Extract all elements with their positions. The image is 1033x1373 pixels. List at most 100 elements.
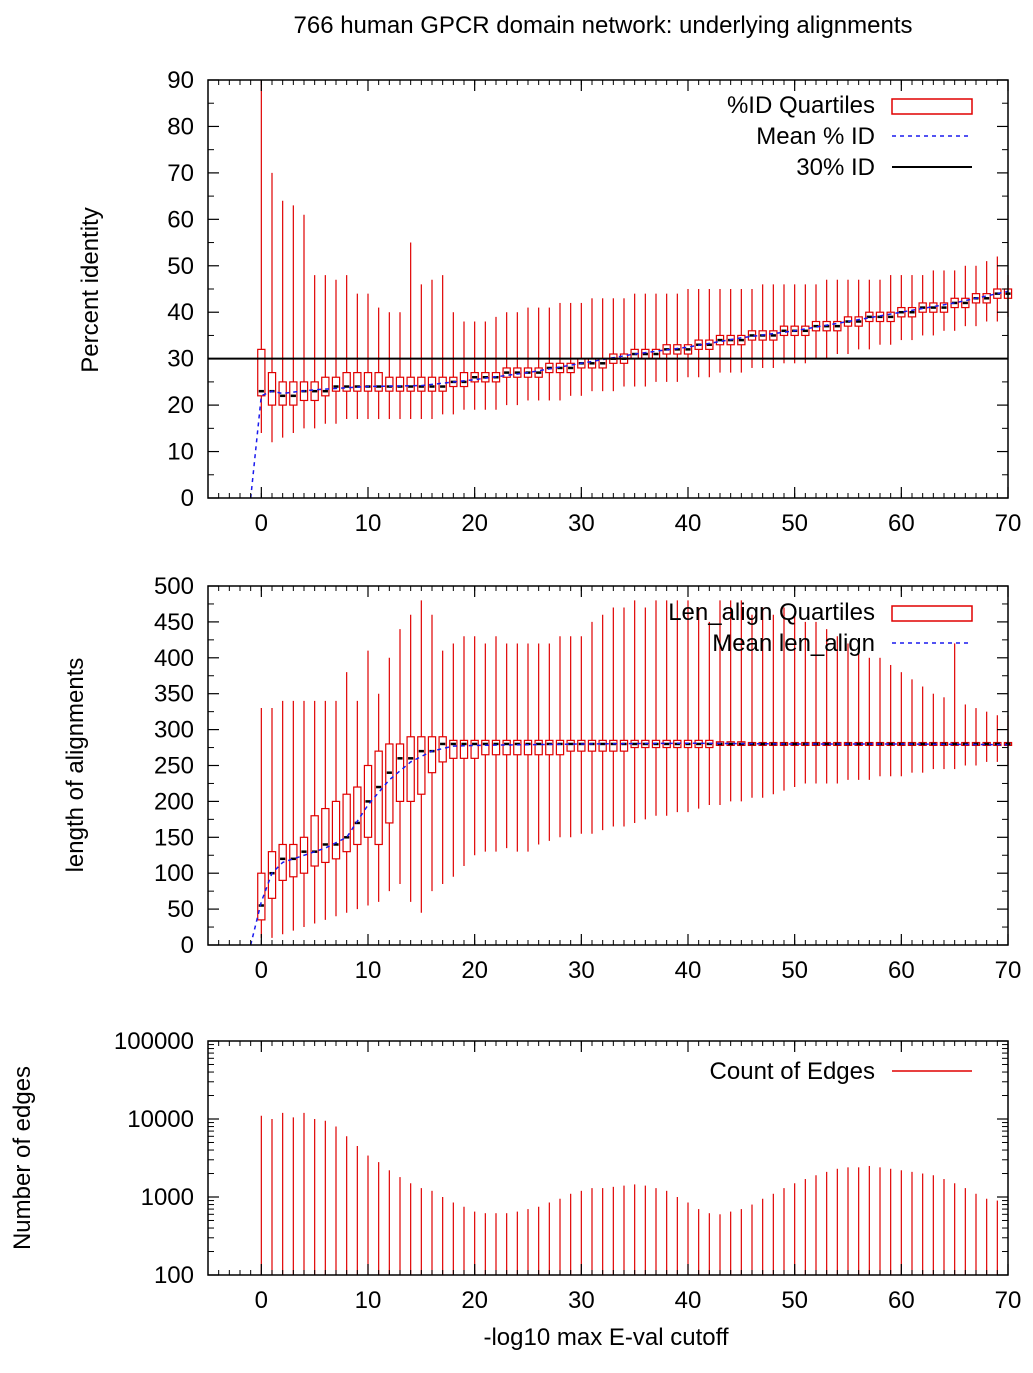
box-27 (545, 307, 554, 401)
box-54 (833, 636, 842, 784)
x-tick-label: 20 (461, 957, 488, 984)
y-tick-label: 80 (167, 113, 194, 140)
box-60 (897, 275, 906, 341)
box-41 (694, 289, 703, 378)
box-67 (971, 265, 981, 327)
quartile-box (427, 736, 437, 774)
box-48 (769, 284, 778, 368)
box-58 (875, 279, 885, 345)
box-9 (353, 700, 362, 910)
box-38 (662, 293, 671, 382)
box-49 (779, 284, 789, 364)
y-tick-label: 50 (167, 253, 194, 280)
box-59 (886, 275, 895, 345)
quartile-box (587, 739, 597, 752)
x-tick-label: 40 (675, 510, 702, 537)
quartile-box (459, 372, 469, 388)
y-tick-label: 400 (154, 645, 194, 672)
box-31 (587, 298, 597, 392)
y-tick-label: 200 (154, 788, 194, 815)
box-61 (907, 275, 917, 341)
quartile-box (385, 376, 394, 392)
box-24 (513, 643, 522, 852)
plot-frame (207, 1040, 1009, 1276)
box-8 (342, 275, 351, 420)
figure-title: 766 human GPCR domain network: underlyin… (294, 12, 913, 39)
y-tick-label: 70 (167, 160, 194, 187)
quartile-box (609, 739, 618, 752)
y-tick-label: 100000 (114, 1028, 194, 1055)
x-tick-label: 50 (781, 1287, 808, 1314)
box-52 (811, 284, 821, 359)
box-28 (555, 302, 565, 401)
plot-frame (207, 585, 1009, 946)
quartile-box (257, 872, 266, 921)
legend-label-reference: 30% ID (796, 154, 875, 181)
x-tick-label: 60 (888, 510, 915, 537)
box-9 (353, 293, 362, 420)
box-66 (961, 265, 970, 327)
quartile-box (374, 750, 383, 846)
y-tick-label: 40 (167, 299, 194, 326)
quartile-box (321, 376, 330, 397)
box-15 (417, 600, 426, 913)
box-19 (459, 321, 469, 410)
legend-label-count: Count of Edges (710, 1058, 875, 1085)
legend-key-quartiles (891, 605, 973, 622)
y-axis-label: length of alignments (62, 658, 89, 873)
box-33 (609, 607, 618, 827)
x-tick-label: 10 (355, 957, 382, 984)
quartile-box (459, 739, 469, 759)
legend-label-quartiles: %ID Quartiles (727, 92, 875, 119)
box-56 (854, 650, 863, 780)
box-30 (577, 302, 586, 396)
box-67 (971, 708, 981, 766)
box-53 (822, 279, 831, 359)
x-tick-label: 70 (995, 1287, 1022, 1314)
y-tick-label: 10000 (127, 1106, 194, 1133)
box-4 (299, 214, 309, 429)
quartile-box (619, 739, 629, 752)
x-tick-label: 10 (355, 1287, 382, 1314)
box-62 (918, 275, 927, 336)
y-tick-label: 1000 (141, 1184, 194, 1211)
x-tick-label: 50 (781, 957, 808, 984)
box-29 (566, 636, 575, 838)
box-36 (641, 293, 650, 387)
quartile-box (513, 739, 522, 756)
box-35 (630, 600, 639, 823)
quartile-box (502, 739, 511, 756)
y-tick-label: 300 (154, 717, 194, 744)
quartile-box (289, 381, 298, 406)
box-17 (438, 275, 447, 415)
box-14 (406, 242, 415, 420)
box-55 (843, 279, 853, 355)
box-26 (534, 307, 543, 401)
box-64 (939, 270, 949, 331)
box-41 (694, 607, 703, 809)
box-32 (598, 298, 607, 392)
x-tick-label: 60 (888, 957, 915, 984)
x-minor-ticks (207, 1041, 1009, 1275)
box-59 (886, 664, 895, 777)
quartile-box (406, 736, 415, 803)
x-tick-label: 20 (461, 1287, 488, 1314)
x-tick-label: 10 (355, 510, 382, 537)
box-56 (854, 279, 863, 350)
quartile-box (331, 376, 341, 392)
box-0 (257, 80, 266, 433)
box-66 (961, 704, 970, 766)
box-3 (289, 205, 298, 433)
box-25 (523, 643, 533, 852)
quartile-box (406, 376, 415, 392)
box-7 (331, 279, 341, 424)
box-1 (267, 708, 277, 938)
box-13 (395, 629, 405, 884)
box-6 (321, 700, 330, 920)
legend-key-quartiles (891, 98, 973, 115)
box-11 (374, 693, 383, 902)
box-23 (502, 643, 511, 849)
x-tick-label: 30 (568, 1287, 595, 1314)
box-34 (619, 607, 629, 827)
legend-label-quartiles: Len_align Quartiles (668, 599, 875, 626)
